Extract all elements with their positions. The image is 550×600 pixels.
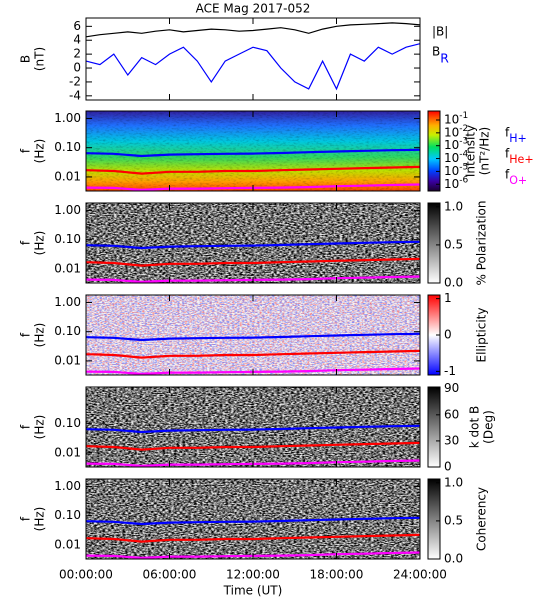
y-tick-label: 0.10 xyxy=(54,140,81,154)
colorbar-tick-exponent: -6 xyxy=(459,175,468,185)
colorbar-tick-label: 0 xyxy=(444,460,452,474)
y-axis-label: B xyxy=(19,55,33,63)
colorbar-tick-label: 1.0 xyxy=(444,475,463,489)
colorbar xyxy=(427,202,441,284)
colorbar-tick-label: -1 xyxy=(444,364,456,378)
y-tick-label: 6 xyxy=(73,19,81,33)
y-tick-label: 1.00 xyxy=(54,203,81,217)
legend-label: |B| xyxy=(432,25,448,39)
y-tick-label: -4 xyxy=(69,88,81,102)
x-tick-label: 18:00:00 xyxy=(310,568,364,582)
y-tick-label: 2 xyxy=(73,47,81,61)
y-tick-label: 0 xyxy=(73,61,81,75)
colorbar-label: Coherency xyxy=(475,487,489,551)
colorbar-tick-label: 0.5 xyxy=(444,237,463,251)
y-axis-label: f xyxy=(19,332,33,337)
colorbar-tick-exponent: -5 xyxy=(459,162,468,172)
colorbar-tick-exponent: -2 xyxy=(459,123,468,133)
colorbar-tick-label: 30 xyxy=(444,433,459,447)
series-line xyxy=(85,148,421,158)
y-tick-label: 0.01 xyxy=(54,353,81,367)
series-line xyxy=(85,240,421,250)
y-tick-label: 0.10 xyxy=(54,508,81,522)
y-tick-label: 1.00 xyxy=(54,111,81,125)
colorbar-tick-exponent: -4 xyxy=(459,149,468,159)
x-tick-label: 00:00:00 xyxy=(59,568,113,582)
colorbar-tick-label: 1 xyxy=(444,291,452,305)
y-tick-label: 0.01 xyxy=(54,445,81,459)
chart-title: ACE Mag 2017-052 xyxy=(196,2,311,16)
colorbar-tick-exponent: -3 xyxy=(459,136,468,146)
series-line xyxy=(85,424,421,434)
y-tick-label: 1.00 xyxy=(54,479,81,493)
legend-label: fH+ xyxy=(505,126,527,145)
colorbar-label: Intensity xyxy=(464,125,478,177)
y-tick-label: -2 xyxy=(69,74,81,88)
y-axis-label: f xyxy=(19,516,33,521)
colorbar-tick-exponent: -1 xyxy=(459,110,468,120)
colorbar-tick-label: 0.5 xyxy=(444,513,463,527)
series-line xyxy=(85,533,421,543)
y-axis-label: (Hz) xyxy=(33,139,47,164)
colorbar-label: % Polarization xyxy=(475,201,489,286)
legend-label: BR xyxy=(432,45,449,66)
x-tick-label: 06:00:00 xyxy=(143,568,197,582)
series-line xyxy=(85,516,421,526)
colorbar-label: k dot B xyxy=(468,406,482,448)
y-tick-label: 0.01 xyxy=(54,169,81,183)
colorbar-tick-label: 90 xyxy=(444,381,459,395)
y-tick-label: 4 xyxy=(73,33,81,47)
colorbar-tick-label: 60 xyxy=(444,407,459,421)
y-tick-label: 0.10 xyxy=(54,232,81,246)
series-line xyxy=(85,349,421,359)
series-line xyxy=(85,165,421,175)
y-axis-label: f xyxy=(19,148,33,153)
y-tick-label: 0.10 xyxy=(54,416,81,430)
y-tick-label: 0.10 xyxy=(54,324,81,338)
legend-subscript: R xyxy=(440,51,449,65)
colorbar-label: (nT²/Hz) xyxy=(478,127,492,175)
colorbar-tick-label: 0.0 xyxy=(444,276,463,290)
y-axis-label: (Hz) xyxy=(33,507,47,532)
colorbar-tick-label: 0.0 xyxy=(444,552,463,566)
colorbar-label: (Deg) xyxy=(482,410,496,444)
colorbar-tick-label: 0 xyxy=(444,328,452,342)
series-line xyxy=(85,43,421,91)
legend-label: fO+ xyxy=(505,168,527,187)
x-axis-label: Time (UT) xyxy=(223,584,283,598)
series-line xyxy=(85,332,421,342)
colorbar-label: Ellipticity xyxy=(475,308,489,363)
colorbar xyxy=(427,386,441,468)
y-tick-label: 0.01 xyxy=(54,537,81,551)
colorbar xyxy=(427,478,441,560)
series-line xyxy=(85,257,421,267)
series-line xyxy=(85,22,421,38)
y-tick-label: 0.01 xyxy=(54,261,81,275)
y-axis-label: (Hz) xyxy=(33,231,47,256)
legend-subscript: O+ xyxy=(509,174,527,187)
legend-subscript: He+ xyxy=(509,153,533,166)
y-axis-label: (Hz) xyxy=(33,415,47,440)
legend-subscript: H+ xyxy=(509,132,527,145)
y-axis-label: f xyxy=(19,240,33,245)
y-tick-label: 1.00 xyxy=(54,295,81,309)
y-axis-label: f xyxy=(19,424,33,429)
colorbar-tick-label: 1.0 xyxy=(444,199,463,213)
y-axis-label: (nT) xyxy=(33,47,47,71)
x-tick-label: 12:00:00 xyxy=(226,568,280,582)
series-line xyxy=(85,441,421,451)
x-tick-label: 24:00:00 xyxy=(393,568,447,582)
legend-label: fHe+ xyxy=(505,147,534,166)
y-axis-label: (Hz) xyxy=(33,323,47,348)
colorbar xyxy=(427,110,441,192)
